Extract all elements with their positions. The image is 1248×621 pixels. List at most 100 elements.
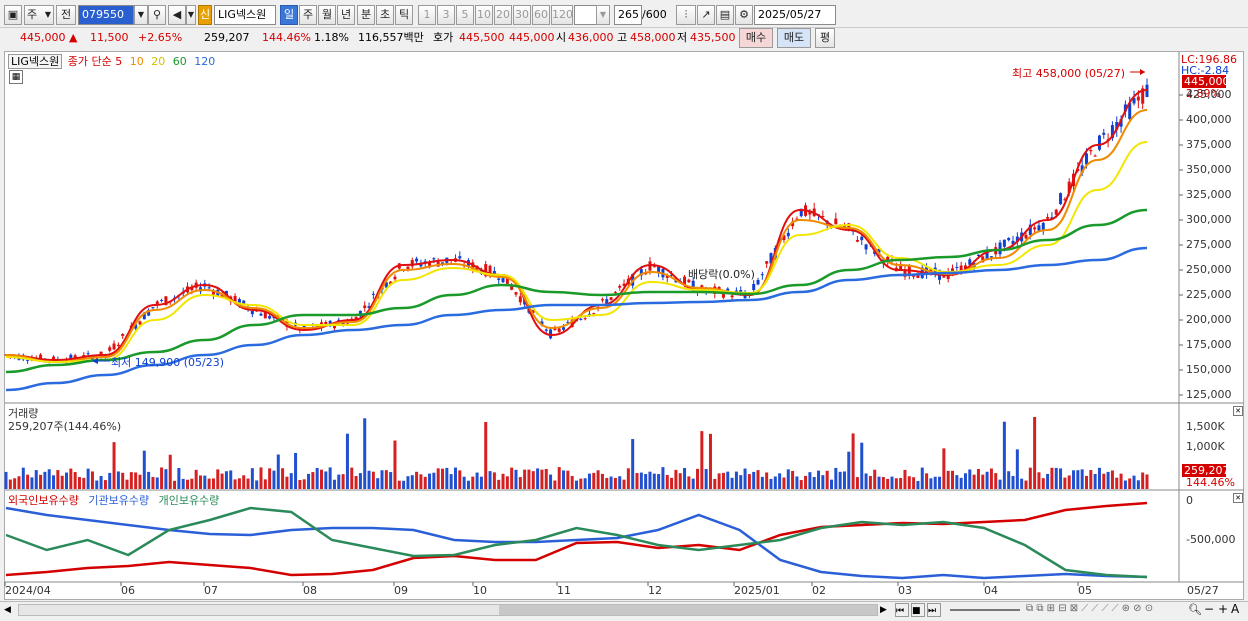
market-select[interactable]: 주 ▼ <box>24 5 54 25</box>
horizontal-scrollbar[interactable] <box>18 604 878 616</box>
zoom-in-icon[interactable]: + <box>1218 602 1229 616</box>
volume-bar <box>1063 477 1067 489</box>
holdings-lines <box>5 501 1148 580</box>
candle-body <box>566 321 570 323</box>
volume-bar <box>203 475 207 489</box>
window-menu-icon[interactable]: ▣ <box>4 5 22 25</box>
candle-body <box>864 244 868 250</box>
nav-last-button[interactable]: ⏭ <box>927 603 941 617</box>
indicator-table-icon[interactable]: ▦ <box>9 70 23 84</box>
zoom-icon[interactable]: 🔍︎ <box>1188 603 1202 616</box>
candle-body <box>116 344 120 346</box>
settings-gear-icon[interactable]: ⚙ <box>735 5 753 25</box>
buy-button[interactable]: 매수 <box>739 28 773 48</box>
volume-bar <box>419 474 423 489</box>
period-month[interactable]: 월 <box>318 5 336 25</box>
tool-icons[interactable]: ⧉ ⧉ ⊞ ⊟ ⊠ ⟋ ⟋ ⟋ ⟋ ⊛ ⊘ ⊙ <box>1026 603 1154 614</box>
scroll-left-button[interactable]: ◀ <box>4 605 11 615</box>
candle-body <box>190 287 194 291</box>
candle-body <box>1024 234 1028 239</box>
font-size-icon[interactable]: A <box>1231 602 1240 616</box>
volume-bar <box>445 467 449 489</box>
candle-body <box>488 265 492 275</box>
volume-bar <box>250 468 254 489</box>
candle-body <box>441 262 445 264</box>
volume-close-icon[interactable]: ✕ <box>1233 406 1243 416</box>
candle-body <box>903 269 907 277</box>
period-minute[interactable]: 분 <box>357 5 375 25</box>
candle-type-icon[interactable]: ⫶ <box>676 5 696 25</box>
volume-bar <box>60 475 64 489</box>
candle-body <box>579 318 583 320</box>
scroll-right-button[interactable]: ▶ <box>880 605 887 615</box>
search-icon[interactable]: ⚲ <box>148 5 166 25</box>
volume-bar <box>441 468 445 489</box>
volume-bar <box>328 467 332 489</box>
volume-bar <box>1050 467 1054 489</box>
price-tick-label: 175,000 <box>1186 338 1232 351</box>
volume-bar <box>449 474 453 489</box>
volume-bar <box>393 440 397 489</box>
holdings-close-icon[interactable]: ✕ <box>1233 493 1243 503</box>
minute-5[interactable]: 5 <box>456 5 474 25</box>
candle-body <box>968 259 972 265</box>
draw-tool-icon[interactable]: ↗ <box>697 5 715 25</box>
zoom-out-icon[interactable]: − <box>1204 602 1215 616</box>
period-second[interactable]: 초 <box>376 5 394 25</box>
current-price-badge: 445,000 <box>1182 75 1230 88</box>
candle-body <box>670 274 674 276</box>
scrollbar-thumb[interactable] <box>499 605 877 615</box>
volume-bar <box>657 474 661 489</box>
sell-button[interactable]: 매도 <box>777 28 811 48</box>
code-dropdown-icon[interactable]: ▼ <box>134 5 148 25</box>
minute-120[interactable]: 120 <box>551 5 573 25</box>
eval-button[interactable]: 평 <box>815 28 835 48</box>
volume-bar <box>873 469 877 489</box>
price-tick-label: 400,000 <box>1186 113 1232 126</box>
volume-current-badge: 259,207 <box>1182 464 1230 477</box>
save-icon[interactable]: ▤ <box>716 5 734 25</box>
minute-30[interactable]: 30 <box>513 5 531 25</box>
volume-bar <box>523 469 527 489</box>
minute-20[interactable]: 20 <box>494 5 512 25</box>
minute-1[interactable]: 1 <box>418 5 436 25</box>
stock-code-input[interactable]: 079550 <box>78 5 134 25</box>
custom-period-dropdown-icon[interactable]: ▼ <box>596 5 610 25</box>
candle-body <box>657 265 661 274</box>
zoom-slider[interactable] <box>950 609 1020 611</box>
volume-bar <box>739 475 743 489</box>
price-tick-label: 200,000 <box>1186 313 1232 326</box>
candle-body <box>752 283 756 290</box>
candle-body <box>998 242 1002 255</box>
volume-bar <box>1128 478 1132 489</box>
speaker-icon[interactable]: ◀ <box>168 5 186 25</box>
minute-3[interactable]: 3 <box>437 5 455 25</box>
volume-bar <box>307 473 311 489</box>
nav-stop-button[interactable]: ■ <box>911 603 925 617</box>
speaker-dropdown-icon[interactable]: ▼ <box>186 5 196 25</box>
period-day[interactable]: 일 <box>280 5 298 25</box>
candle-body <box>734 290 738 292</box>
volume-bar <box>1080 469 1084 489</box>
chart-area[interactable] <box>4 51 1244 600</box>
volume-bar <box>384 470 388 489</box>
minute-60[interactable]: 60 <box>532 5 550 25</box>
volume-bar <box>164 469 168 489</box>
volume-title: 거래량 <box>8 407 39 420</box>
candle-body <box>155 301 159 305</box>
count-input[interactable]: 265 <box>614 5 642 25</box>
volume-bar <box>600 473 604 489</box>
period-week[interactable]: 주 <box>299 5 317 25</box>
volume-bar <box>933 476 937 489</box>
prev-button[interactable]: 전 <box>56 5 76 25</box>
legend-name[interactable]: LIG넥스원 <box>8 54 63 69</box>
minute-10[interactable]: 10 <box>475 5 493 25</box>
period-tick[interactable]: 틱 <box>395 5 413 25</box>
volume-bar <box>220 473 224 489</box>
date-input[interactable]: 2025/05/27 <box>754 5 836 25</box>
period-year[interactable]: 년 <box>337 5 355 25</box>
nav-first-button[interactable]: ⏮ <box>895 603 909 617</box>
volume-bar <box>894 478 898 489</box>
volume-bar <box>1067 475 1071 489</box>
